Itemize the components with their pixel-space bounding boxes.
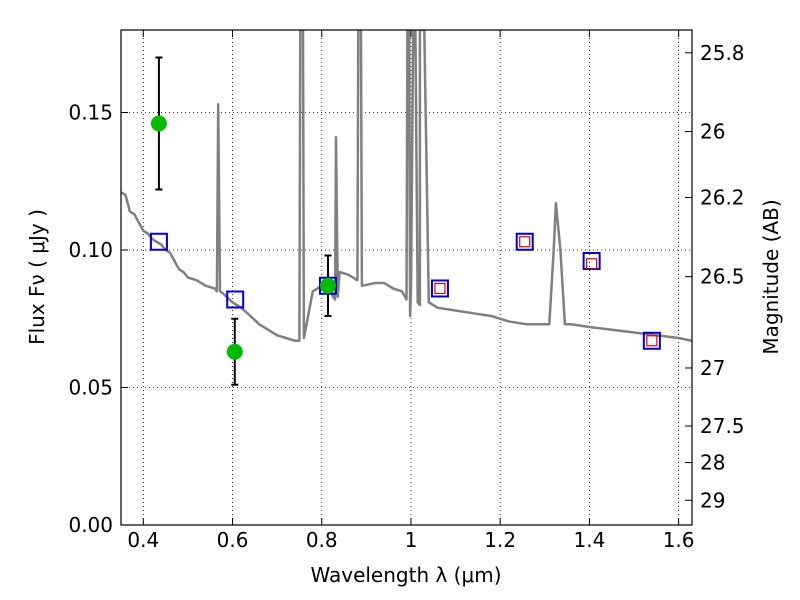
tick-labels: 0.4 0.6 0.8 1 1.2 1.4 1.6 0.00 0.05 0.10 0.15 25.8 2… <box>68 41 744 552</box>
right-tick-label: 29 <box>700 488 725 512</box>
right-tick-label: 25.8 <box>700 41 745 65</box>
right-tick-label: 27 <box>700 356 725 380</box>
inner-photometry-square <box>434 282 446 295</box>
model-photometry-square <box>642 331 661 350</box>
x-tick-label: 1.2 <box>484 528 516 552</box>
x-tick-label: 0.8 <box>306 528 338 552</box>
y-axis-label: Flux Fν ( μJy ) <box>25 209 49 345</box>
model-photometry-square <box>149 232 168 251</box>
x-tick-label: 1.4 <box>573 528 605 552</box>
observed-flux-point <box>150 115 167 132</box>
y-tick-label: 0.10 <box>68 238 113 262</box>
right-axis-label: Magnitude (AB) <box>759 199 783 354</box>
plot-frame <box>120 29 693 526</box>
observed-flux-point <box>226 343 243 360</box>
model-photometry-square <box>226 290 245 309</box>
right-tick-label: 26 <box>700 119 725 143</box>
observed-flux-point <box>319 277 336 294</box>
model-photometry-square <box>430 279 449 298</box>
right-tick-label: 28 <box>700 451 725 475</box>
x-tick-label: 0.6 <box>217 528 249 552</box>
right-tick-label: 26.2 <box>700 185 745 209</box>
model-photometry-square <box>515 232 534 251</box>
y-tick-label: 0.00 <box>68 513 113 537</box>
x-tick-label: 0.4 <box>127 528 159 552</box>
model-sed-line <box>121 30 692 343</box>
inner-photometry-square <box>519 236 531 248</box>
inner-photometry-square <box>646 335 658 347</box>
inner-photometry-square <box>586 258 598 270</box>
x-tick-label: 1.6 <box>663 528 695 552</box>
x-axis-label: Wavelength λ (μm) <box>310 563 501 587</box>
y-tick-label: 0.15 <box>68 101 113 125</box>
y-tick-label: 0.05 <box>68 376 113 400</box>
x-tick-label: 1 <box>405 528 418 552</box>
model-sed-path <box>121 30 692 343</box>
grid-lines <box>121 30 692 525</box>
photometry-markers <box>149 56 661 386</box>
right-tick-label: 27.5 <box>700 414 745 438</box>
axes <box>120 29 693 526</box>
right-tick-label: 26.5 <box>700 265 745 289</box>
